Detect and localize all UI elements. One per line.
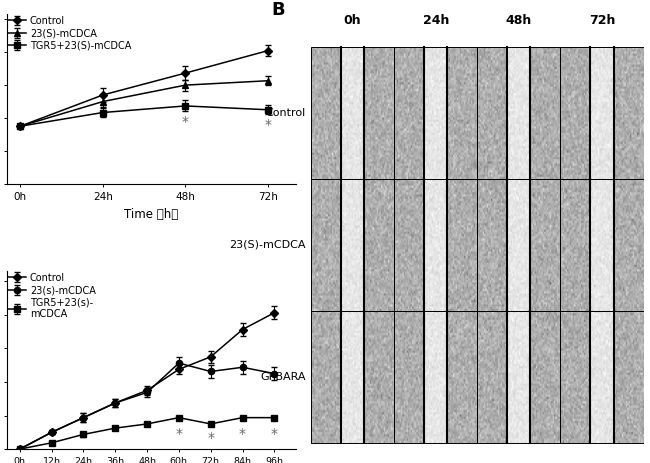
Text: *: * [182,115,189,129]
Text: GPBARA: GPBARA [261,372,306,382]
Text: *: * [207,431,214,445]
Bar [394,47,477,179]
Legend: Control, 23(s)-mCDCA, TGR5+23(s)-
mCDCA: Control, 23(s)-mCDCA, TGR5+23(s)- mCDCA [8,273,96,319]
Bar [311,47,394,179]
Text: 72h: 72h [589,14,615,27]
Bar [477,179,560,311]
Text: *: * [239,427,246,441]
Bar [394,311,477,443]
Bar [560,47,644,179]
Text: 48h: 48h [506,14,532,27]
Text: *: * [176,427,183,441]
Bar [394,179,477,311]
Bar [311,179,394,311]
Text: *: * [271,427,278,441]
Text: 24h: 24h [422,14,449,27]
Text: 0h: 0h [344,14,361,27]
Bar [560,179,644,311]
Bar [477,311,560,443]
Bar [311,311,394,443]
Text: Control: Control [266,108,306,118]
Text: *: * [265,118,272,132]
Text: B: B [271,1,285,19]
Bar [477,47,560,179]
Text: 23(S)-mCDCA: 23(S)-mCDCA [229,240,306,250]
X-axis label: Time （h）: Time （h） [124,207,178,221]
Bar [560,311,644,443]
Legend: Control, 23(S)-mCDCA, TGR5+23(S)-mCDCA: Control, 23(S)-mCDCA, TGR5+23(S)-mCDCA [8,16,131,50]
